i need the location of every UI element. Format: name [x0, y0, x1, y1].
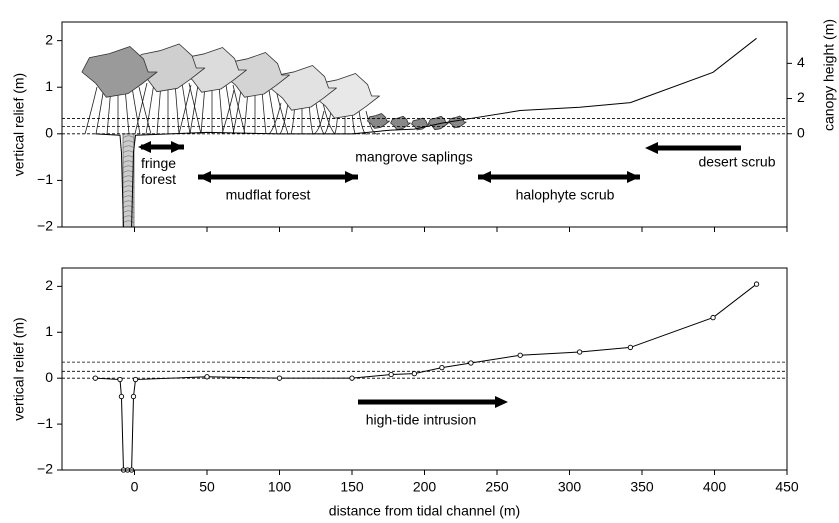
x-axis-label: distance from tidal channel (m)	[329, 503, 520, 519]
channel-hatch	[122, 200, 135, 204]
data-point	[349, 375, 355, 381]
x-tick-label: 250	[485, 479, 509, 495]
data-point	[468, 360, 474, 366]
root	[322, 110, 332, 135]
data-point	[388, 371, 394, 378]
annotation: mudflat forest	[226, 187, 311, 203]
data-point	[753, 281, 760, 287]
root	[178, 84, 192, 135]
canopy	[390, 115, 411, 131]
root	[268, 102, 282, 135]
root	[225, 84, 235, 135]
annotation: desert scrub	[698, 154, 775, 170]
data-point	[439, 364, 445, 371]
arrow-head	[645, 142, 658, 154]
x-tick-label: 350	[630, 479, 654, 495]
y-tick-label: −2	[37, 461, 53, 477]
root	[189, 84, 199, 135]
root	[365, 110, 379, 135]
root	[232, 89, 242, 135]
root	[181, 82, 191, 135]
data-point	[92, 375, 99, 381]
x-tick-label: 100	[268, 479, 292, 495]
arrow-head	[198, 171, 211, 183]
x-tick-label: 300	[558, 479, 582, 495]
channel-hatch	[122, 195, 135, 199]
channel-hatch	[122, 210, 135, 214]
mangrove-illustration	[81, 43, 467, 135]
data-point	[517, 352, 523, 358]
y-tick-label: 0	[45, 125, 53, 141]
root	[131, 86, 141, 135]
data-point	[627, 344, 634, 351]
x-tick-label: 450	[775, 479, 799, 495]
y2-axis-label: canopy height (m)	[821, 19, 837, 131]
annotation: fringe forest	[141, 155, 177, 187]
root	[84, 86, 98, 135]
root	[268, 89, 278, 135]
data-point	[117, 376, 123, 383]
y2-tick-label: 4	[797, 54, 805, 70]
channel-hatch	[122, 220, 135, 224]
data-point	[132, 376, 139, 383]
data-point	[204, 374, 210, 380]
data-point	[411, 370, 417, 377]
channel-hatch	[122, 205, 135, 209]
y-tick-label: −1	[37, 415, 53, 431]
canopy	[367, 113, 390, 129]
root	[95, 86, 105, 135]
data-point	[118, 393, 125, 400]
root	[138, 86, 152, 135]
root	[221, 89, 235, 135]
root	[188, 82, 202, 135]
channel-hatch	[122, 140, 135, 144]
root	[315, 102, 325, 135]
y-tick-label: 2	[45, 277, 53, 293]
y-tick-label: −1	[37, 171, 53, 187]
root	[134, 82, 148, 135]
data-point	[276, 375, 283, 381]
root	[279, 102, 289, 135]
annotation: halophyte scrub	[516, 187, 615, 203]
profile-line	[95, 283, 757, 471]
channel-hatch	[122, 145, 135, 149]
x-tick-label: 200	[413, 479, 437, 495]
annotation: mangrove saplings	[355, 149, 473, 165]
y2-tick-label: 2	[797, 89, 805, 105]
x-tick-label: 150	[340, 479, 364, 495]
y-tick-label: 0	[45, 369, 53, 385]
plot-frame	[61, 267, 788, 471]
channel-hatch	[122, 135, 135, 139]
data-point	[710, 314, 716, 321]
y-axis-label: vertical relief (m)	[11, 317, 27, 420]
data-point	[577, 349, 583, 355]
root	[275, 89, 289, 135]
y2-tick-label: 0	[797, 124, 805, 140]
y-tick-label: 1	[45, 78, 53, 94]
arrow-head	[478, 171, 491, 183]
y-tick-label: −2	[37, 218, 53, 234]
y-axis-label: vertical relief (m)	[11, 73, 27, 176]
arrow-head	[138, 141, 151, 153]
y-tick-label: 2	[45, 31, 53, 47]
channel-hatch	[122, 215, 135, 219]
channel-hatch	[122, 190, 135, 194]
x-tick-label: 50	[199, 479, 215, 495]
root	[232, 84, 246, 135]
root	[358, 110, 368, 135]
canopy	[81, 46, 158, 98]
x-tick-label: 400	[703, 479, 727, 495]
data-point	[130, 393, 137, 400]
x-tick-label: 0	[131, 479, 139, 495]
annotation: high-tide intrusion	[366, 412, 477, 428]
y-tick-label: 1	[45, 323, 53, 339]
arrow-head	[495, 396, 508, 408]
root	[261, 89, 267, 135]
